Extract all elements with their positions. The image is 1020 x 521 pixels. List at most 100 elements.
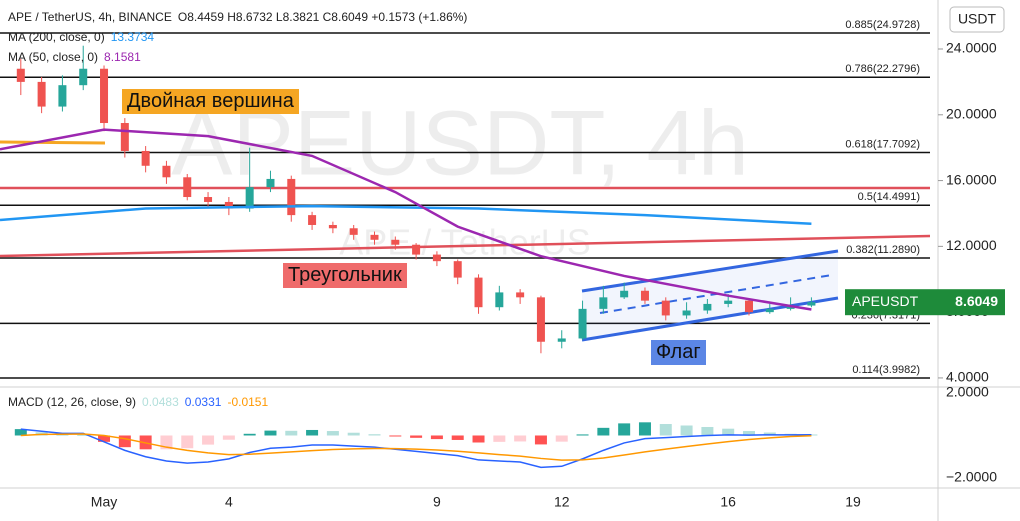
histogram-bar <box>472 435 485 443</box>
candle-body <box>58 85 67 107</box>
fib-label: 0.382(11.2890) <box>846 244 920 256</box>
candle-body <box>703 303 712 311</box>
legend-name: MA (200, close, 0) <box>8 30 105 44</box>
flag-line <box>581 249 839 293</box>
macd-title: MACD (12, 26, close, 9) <box>8 395 137 409</box>
fib-label: 0.618(17.7092) <box>845 138 920 150</box>
x-tick-label: 12 <box>554 494 570 510</box>
legend-value: 0.0483 <box>142 395 179 409</box>
currency[interactable]: USDT <box>958 11 997 27</box>
candle-body <box>724 300 733 304</box>
candle-body <box>308 215 317 225</box>
histogram-bar <box>722 428 735 436</box>
histogram-bar <box>451 435 464 440</box>
ma-line <box>0 128 812 311</box>
histogram-bar <box>742 431 755 436</box>
histogram-bar <box>306 429 319 436</box>
x-tick-label: 19 <box>845 494 861 510</box>
symbol-title: APE / TetherUS, 4h, BINANCE <box>8 10 172 24</box>
price-tag: APEUSDT 8.6049 <box>845 289 1005 316</box>
histogram-bar <box>597 427 610 436</box>
candle-body <box>640 290 649 301</box>
candle-body <box>120 123 129 151</box>
candle-body <box>412 244 421 255</box>
legend-value: 8.1581 <box>104 50 141 64</box>
histogram-bar <box>701 426 714 436</box>
x-tick-label: 16 <box>720 494 736 510</box>
ma-line <box>0 204 812 226</box>
candle-body <box>578 308 587 339</box>
y-tick-label: 12.0000 <box>946 237 997 253</box>
candle-body <box>370 234 379 240</box>
candle-body <box>162 165 171 178</box>
histogram-bar <box>202 435 215 445</box>
fib-label: 0.885(24.9728) <box>845 19 920 31</box>
annotation: Флаг <box>651 340 706 365</box>
fib-label: 0.114(3.9982) <box>852 364 920 376</box>
histogram-bar <box>14 429 27 436</box>
candle-body <box>765 308 774 313</box>
candle-body <box>100 68 109 124</box>
annotation: Двойная вершина <box>122 89 299 114</box>
ohlc: O8.4459 H8.6732 L8.3821 C8.6049 +0.1573 … <box>177 10 468 24</box>
candle-body <box>183 177 192 198</box>
legend-value: -0.0151 <box>227 395 269 409</box>
candle-body <box>682 310 691 316</box>
histogram-bar <box>410 435 423 438</box>
candle-body <box>432 254 441 262</box>
candle-body <box>536 297 545 342</box>
price-tag-box <box>845 289 1005 316</box>
histogram-bar <box>534 435 547 445</box>
candle-body <box>204 197 213 202</box>
histogram-bar <box>493 435 506 442</box>
flag-fill <box>582 251 838 340</box>
y-tick-label: 4.0000 <box>946 369 989 385</box>
histogram-bar <box>680 425 693 436</box>
histogram-bar <box>638 422 651 436</box>
histogram-bar <box>264 430 277 436</box>
signal-line <box>20 433 812 461</box>
y-tick-label: 16.0000 <box>946 171 997 187</box>
candle-body <box>141 150 150 166</box>
histogram-bar <box>118 435 131 448</box>
marks-layer <box>0 45 818 469</box>
histogram-bar <box>430 435 443 440</box>
drawing-line <box>0 234 931 258</box>
candle-body <box>516 292 525 298</box>
y-tick-label: 2.0000 <box>946 384 989 400</box>
fib-label: 0.786(22.2796) <box>845 63 920 75</box>
candle-body <box>744 300 753 313</box>
candle-body <box>349 228 358 235</box>
histogram-bar <box>77 434 90 436</box>
watermark-sub: APE / TetherUS <box>339 222 590 263</box>
candle-body <box>661 300 670 316</box>
histogram-bar <box>659 424 672 436</box>
legend-main: APE / TetherUS, 4h, BINANCE O8.4459 H8.67… <box>8 10 473 24</box>
x-tick-label: 9 <box>433 494 441 510</box>
y-tick-label: 24.0000 <box>946 40 997 56</box>
histogram-bar <box>222 435 235 440</box>
legend-macd: MACD (12, 26, close, 9) 0.0483 0.0331 -0.01… <box>8 395 274 409</box>
candle-body <box>599 297 608 309</box>
candle-body <box>474 277 483 308</box>
candle-body <box>16 68 25 82</box>
flag-line <box>581 296 839 342</box>
histogram-bar <box>368 434 381 436</box>
histogram-bar <box>56 434 69 436</box>
fib-layer: 0.885(24.9728) 0.786(22.2796) 0.618(17.709… <box>0 19 930 379</box>
legend-value: 13.3734 <box>110 30 155 44</box>
currency-box[interactable] <box>949 6 1005 33</box>
candle-body <box>495 292 504 308</box>
candle-body <box>328 224 337 229</box>
histogram-bar <box>555 435 568 442</box>
candle-body <box>453 261 462 278</box>
histogram-bar <box>181 435 194 449</box>
histogram-bar <box>514 435 527 442</box>
y-tick-label: 20.0000 <box>946 105 997 121</box>
histogram-bar <box>347 432 360 436</box>
histogram-bar <box>243 433 256 436</box>
candle-body <box>391 239 400 245</box>
candle-body <box>37 81 46 107</box>
candle-body <box>224 201 233 209</box>
